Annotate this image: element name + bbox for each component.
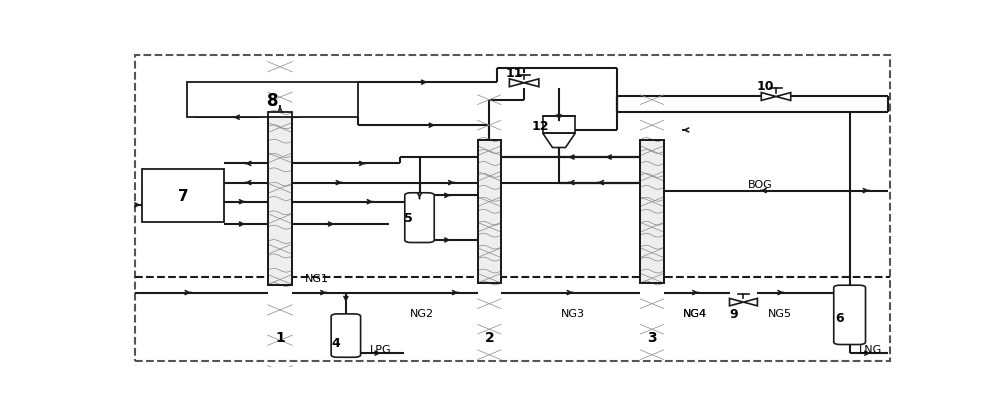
Text: 3: 3 [647,330,657,344]
Text: 6: 6 [835,311,844,324]
Polygon shape [524,80,539,88]
Text: 11: 11 [505,67,523,80]
Text: NG4: NG4 [683,308,707,318]
FancyBboxPatch shape [405,193,434,243]
Text: NG3: NG3 [561,308,585,318]
Bar [543,116,575,134]
Text: 10: 10 [756,80,774,93]
Text: BOG: BOG [748,180,773,190]
Bar [187,83,358,118]
Bar [142,170,224,222]
Text: NG4: NG4 [683,308,707,318]
Polygon shape [743,299,757,306]
Text: 4: 4 [331,336,340,349]
Bar [640,140,664,283]
Text: 2: 2 [484,330,494,344]
Bar [478,140,501,283]
Text: NG1: NG1 [305,274,329,284]
Bar [268,113,292,285]
Polygon shape [761,93,776,101]
Polygon shape [776,93,791,101]
Bar [478,140,501,283]
Text: 7: 7 [178,188,188,203]
Text: NG5: NG5 [768,308,792,318]
Polygon shape [509,80,524,88]
Polygon shape [543,134,575,148]
Text: 12: 12 [532,120,549,133]
FancyBboxPatch shape [834,285,866,345]
Text: 9: 9 [729,308,738,320]
Text: NG2: NG2 [410,308,434,318]
FancyBboxPatch shape [331,314,361,357]
Text: LNG: LNG [859,344,882,354]
Polygon shape [730,299,743,306]
Text: LPG: LPG [370,344,392,354]
Text: 1: 1 [275,330,285,344]
Text: 5: 5 [404,211,413,225]
Text: 8: 8 [266,91,278,109]
Bar [268,113,292,285]
Bar [640,140,664,283]
